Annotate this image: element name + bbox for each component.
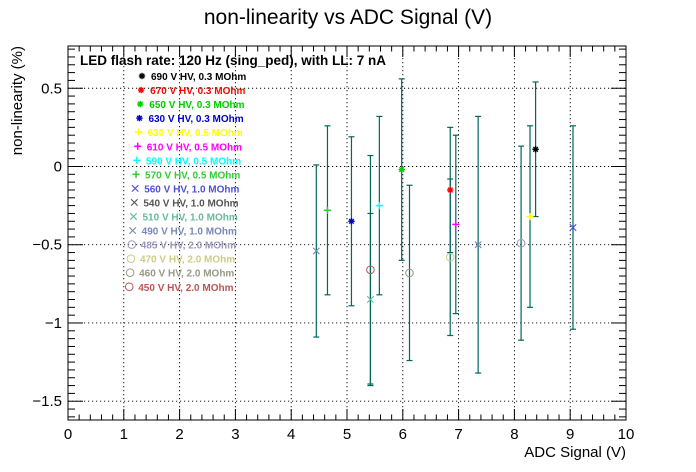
marker-plus [526, 212, 534, 221]
marker-x [312, 247, 320, 255]
marker-x [129, 212, 138, 221]
marker-star [447, 186, 454, 194]
legend-label: 510 V HV, 1.0 MOhm [143, 213, 238, 224]
x-tick-label: 8 [510, 426, 518, 443]
marker-circle [126, 254, 136, 263]
error-bar [406, 184, 413, 362]
legend: 690 V HV, 0.3 MOhm 670 V HV, 0.3 MOhm 650 … [124, 72, 246, 294]
legend-label: 450 V HV, 2.0 MOhm [138, 283, 233, 294]
legend-label: 630 V HV, 0.5 MOhm [148, 128, 243, 139]
legend-label: 630 V HV, 0.3 MOhm [148, 114, 243, 125]
marker-circle [127, 240, 137, 249]
legend-entry: 460 V HV, 2.0 MOhm [125, 268, 234, 280]
marker-circle [125, 268, 135, 278]
marker-star [532, 146, 539, 153]
marker-x [366, 295, 375, 304]
legend-entry: 630 V HV, 0.5 MOhm [135, 128, 243, 139]
x-axis-label: ADC Signal (V) [524, 444, 626, 461]
x-tick-label: 2 [175, 426, 183, 443]
x-tick-label: 1 [120, 426, 128, 443]
y-tick-label: 0 [54, 158, 62, 175]
legend-label: 670 V HV, 0.3 MOhm [150, 86, 245, 97]
plot-frame [67, 45, 627, 421]
legend-label: 650 V HV, 0.3 MOhm [149, 100, 244, 111]
y-tick-label: −1 [45, 315, 62, 332]
error-bar [518, 145, 525, 341]
legend-label: 460 V HV, 2.0 MOhm [139, 269, 234, 280]
x-tick-label: 7 [454, 426, 462, 443]
legend-label: 570 V HV, 0.5 MOhm [145, 170, 240, 181]
marker-plus [133, 156, 141, 164]
legend-entry: 560 V HV, 1.0 MOhm [131, 184, 240, 195]
marker-plus [375, 202, 383, 210]
marker-plus [134, 142, 142, 150]
marker-x [131, 184, 139, 192]
marker-star [348, 218, 355, 225]
legend-label: 690 V HV, 0.3 MOhm [151, 72, 246, 83]
legend-label: 490 V HV, 1.0 MOhm [142, 227, 237, 238]
x-tick-label: 0 [64, 426, 72, 443]
legend-entry: 590 V HV, 0.5 MOhm [133, 156, 241, 167]
error-bars [313, 78, 576, 387]
marker-star [138, 72, 146, 80]
marker-plus [135, 128, 143, 136]
legend-entry: 470 V HV, 2.0 MOhm [126, 254, 235, 266]
grid [68, 46, 626, 420]
x-tick-label: 10 [618, 426, 635, 443]
x-tick-label: 9 [566, 426, 574, 443]
marker-circle [405, 268, 414, 278]
legend-entry: 450 V HV, 2.0 MOhm [124, 282, 234, 294]
legend-entry: 630 V HV, 0.3 MOhm [136, 114, 244, 125]
marker-circle [516, 238, 526, 248]
legend-entry: 650 V HV, 0.3 MOhm [137, 100, 245, 111]
marker-x [474, 241, 482, 249]
legend-label: 610 V HV, 0.5 MOhm [147, 142, 242, 153]
marker-plus [132, 170, 140, 178]
error-bar [367, 154, 374, 385]
chart-title: non-linearity vs ADC Signal (V) [204, 6, 492, 29]
legend-label: 485 V HV, 2.0 MOhm [141, 241, 236, 252]
x-tick-label: 5 [343, 426, 351, 443]
legend-label: 540 V HV, 1.0 MOhm [143, 198, 238, 209]
x-tick-label: 3 [231, 426, 239, 443]
error-bar [447, 178, 454, 337]
marker-x [129, 226, 137, 235]
data-points [312, 146, 577, 304]
y-tick-label: 0.5 [41, 80, 62, 97]
marker-x [130, 198, 138, 207]
tick-labels: 0 1 2 3 4 5 6 7 8 9 10 −1.5 −1 −0.5 0 0.5 [32, 80, 634, 443]
legend-entry: 490 V HV, 1.0 MOhm [129, 227, 237, 238]
marker-plus [323, 206, 332, 214]
marker-circle [366, 265, 375, 275]
axis-ticks [67, 46, 627, 420]
x-tick-label: 6 [399, 426, 407, 443]
marker-star [137, 86, 145, 94]
marker-plus [452, 220, 460, 228]
marker-star [137, 100, 144, 108]
marker-circle [445, 252, 455, 262]
legend-entry: 510 V HV, 1.0 MOhm [129, 212, 238, 224]
y-tick-label: −0.5 [32, 237, 62, 254]
legend-entry: 610 V HV, 0.5 MOhm [134, 142, 242, 153]
legend-entry: 485 V HV, 2.0 MOhm [127, 240, 236, 252]
legend-label: 560 V HV, 1.0 MOhm [144, 184, 239, 195]
legend-entry: 690 V HV, 0.3 MOhm [138, 72, 246, 83]
annotation-text: LED flash rate: 120 Hz (sing_ped), with … [80, 53, 386, 68]
marker-x [569, 223, 577, 232]
legend-entry: 570 V HV, 0.5 MOhm [132, 170, 240, 181]
marker-star [398, 166, 405, 173]
y-axis-label: non-linearity (%) [9, 46, 26, 155]
legend-label: 590 V HV, 0.5 MOhm [146, 156, 241, 167]
x-tick-label: 4 [287, 426, 295, 443]
legend-label: 470 V HV, 2.0 MOhm [140, 255, 235, 266]
y-tick-label: −1.5 [32, 393, 62, 410]
legend-entry: 670 V HV, 0.3 MOhm [137, 86, 245, 97]
marker-circle [124, 282, 134, 292]
legend-entry: 540 V HV, 1.0 MOhm [130, 198, 239, 209]
marker-star [136, 114, 143, 122]
